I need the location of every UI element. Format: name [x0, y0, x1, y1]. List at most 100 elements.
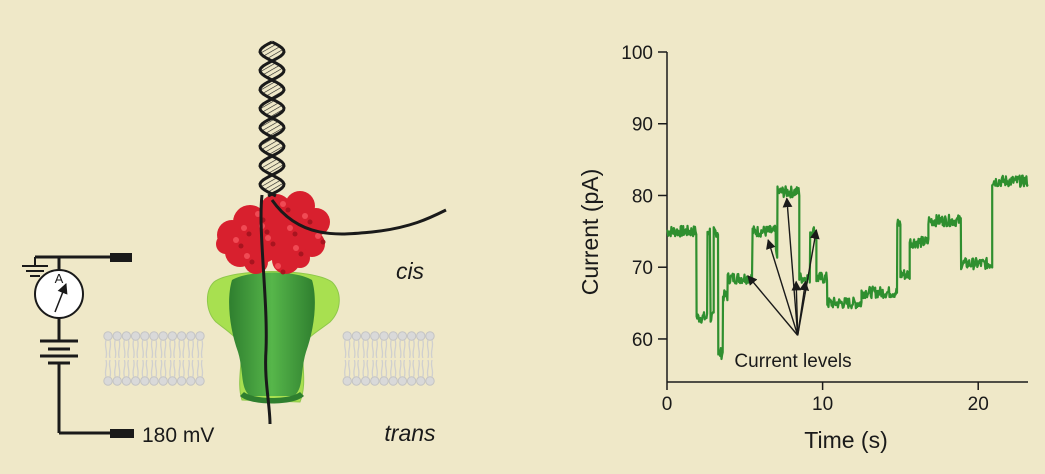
- motor-shadow: [238, 243, 244, 249]
- lipid-tail: [426, 359, 434, 378]
- lipid-head: [112, 331, 122, 341]
- ammeter-label: A: [55, 271, 64, 286]
- lipid-tail: [417, 339, 425, 359]
- lipid-tail: [196, 359, 204, 378]
- y-tick-label: 80: [632, 186, 653, 207]
- lipid-tail: [141, 339, 149, 359]
- lipid-tail: [169, 339, 176, 359]
- current-levels-annotation: Current levels: [734, 197, 852, 372]
- motor-shadow: [249, 259, 255, 265]
- x-tick-label: 0: [662, 394, 673, 415]
- ammeter-icon: [34, 269, 84, 319]
- lipid-tail: [187, 359, 195, 378]
- lipid-tail: [178, 359, 185, 378]
- lipid-head: [186, 331, 196, 341]
- lipid-head: [130, 331, 141, 341]
- motor-highlight: [287, 225, 293, 231]
- lipid-head: [379, 376, 389, 386]
- lipid-head: [360, 376, 371, 386]
- lipid-head: [140, 331, 150, 341]
- lipid-tail: [104, 359, 112, 378]
- annotation-arrow: [797, 280, 810, 336]
- annotation-arrow: [782, 197, 799, 336]
- lipid-tail: [362, 339, 369, 359]
- lipid-head: [149, 376, 159, 386]
- lipid-head: [416, 331, 426, 341]
- motor-shadow: [298, 251, 304, 257]
- dna-displaced-strand: [270, 199, 447, 236]
- trans-label: trans: [384, 420, 436, 446]
- lipid-head: [406, 331, 417, 341]
- motor-shadow: [320, 239, 326, 245]
- lipid-tail: [389, 339, 397, 359]
- lipid-tail: [196, 339, 204, 359]
- lipid-head: [167, 331, 178, 341]
- lipid-tail: [343, 359, 351, 378]
- y-tick-label: 100: [621, 43, 653, 64]
- lipid-head: [370, 376, 380, 386]
- lipid-head: [425, 331, 435, 341]
- lipid-head: [425, 376, 435, 386]
- lipid-tail: [353, 339, 360, 359]
- lipid-tail: [169, 359, 176, 378]
- lipid-head: [195, 331, 205, 341]
- x-tick-label: 20: [968, 394, 989, 415]
- lipid-tail: [150, 339, 158, 359]
- lipid-tail: [399, 359, 406, 378]
- lipid-head: [158, 376, 168, 386]
- motor-highlight: [315, 233, 321, 239]
- motor-shadow: [270, 241, 276, 247]
- motor-shadow: [246, 231, 252, 237]
- lipid-head: [351, 331, 362, 341]
- lipid-tail: [178, 339, 185, 359]
- chart-axes: [666, 52, 1028, 383]
- top-electrode: [110, 253, 132, 262]
- lipid-tail: [141, 359, 149, 378]
- lipid-tail: [380, 339, 388, 359]
- x-tick-label: 10: [812, 394, 833, 415]
- lipid-tail: [150, 359, 158, 378]
- lipid-tail: [408, 359, 415, 378]
- lipid-head: [103, 376, 113, 386]
- annotation-arrow: [747, 275, 799, 336]
- battery-icon: [40, 339, 78, 365]
- lipid-head: [186, 376, 196, 386]
- motor-lobe: [216, 234, 236, 254]
- x-axis-label: Time (s): [804, 427, 887, 453]
- lipid-head: [158, 331, 168, 341]
- ground-icon: [22, 257, 48, 277]
- motor-highlight: [233, 237, 239, 243]
- lipid-tail: [399, 339, 406, 359]
- lipid-tail: [353, 359, 360, 378]
- lipid-head: [397, 331, 408, 341]
- bottom-electrode: [110, 429, 134, 438]
- lipid-tail: [426, 339, 434, 359]
- motor-highlight: [255, 211, 261, 217]
- lipid-head: [130, 376, 141, 386]
- lipid-tail: [123, 359, 130, 378]
- annotation-label: Current levels: [734, 351, 851, 372]
- dna-double-helix: [258, 40, 286, 198]
- lipid-tail: [371, 359, 379, 378]
- lipid-tail: [159, 359, 167, 378]
- lipid-tail: [113, 359, 121, 378]
- lipid-head: [379, 331, 389, 341]
- motor-highlight: [280, 201, 286, 207]
- lipid-tail: [132, 339, 139, 359]
- lipid-head: [397, 376, 408, 386]
- lipid-head: [112, 376, 122, 386]
- lipid-tail: [187, 339, 195, 359]
- motor-highlight: [302, 213, 308, 219]
- lipid-head: [406, 376, 417, 386]
- dna-single-strand: [259, 194, 272, 425]
- chart-ticks: 60 70 80 90 100 0 10 20: [621, 43, 988, 415]
- lipid-tail: [380, 359, 388, 378]
- lipid-head: [176, 331, 187, 341]
- annotation-arrow: [791, 280, 802, 336]
- lipid-head: [342, 376, 352, 386]
- y-tick-label: 60: [632, 330, 653, 351]
- lipid-tail: [362, 359, 369, 378]
- circuit: [22, 253, 134, 438]
